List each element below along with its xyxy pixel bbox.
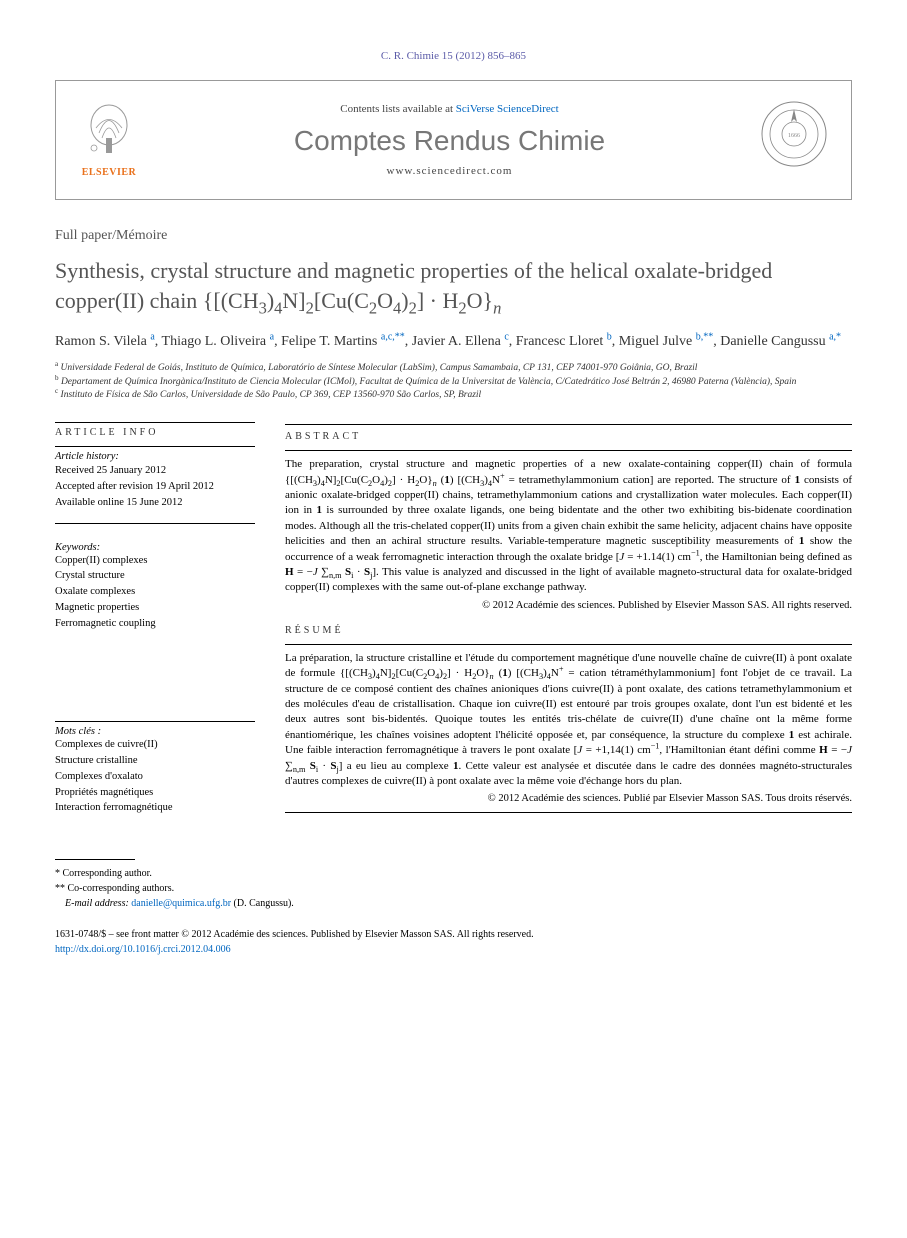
svg-text:1666: 1666 [788,133,800,139]
affiliation-a: a Universidade Federal de Goiás, Institu… [55,362,852,375]
keyword-en: Oxalate complexes [55,584,255,600]
keyword-fr: Complexes d'oxalato [55,769,255,785]
keyword-en: Ferromagnetic coupling [55,616,255,632]
keyword-en: Magnetic properties [55,600,255,616]
issn-copyright-line: 1631-0748/$ – see front matter © 2012 Ac… [55,927,852,942]
elsevier-tree-icon [74,103,144,165]
footnotes: * Corresponding author. ** Co-correspond… [55,859,852,911]
contents-prefix: Contents lists available at [340,103,455,115]
keyword-fr: Propriétés magnétiques [55,785,255,801]
keyword-fr: Complexes de cuivre(II) [55,737,255,753]
email-link[interactable]: danielle@quimica.ufg.br [131,898,231,909]
affiliations: a Universidade Federal de Goiás, Institu… [55,362,852,402]
citation-line: C. R. Chimie 15 (2012) 856–865 [55,50,852,62]
keyword-fr: Structure cristalline [55,753,255,769]
abstract-copyright: © 2012 Académie des sciences. Published … [285,600,852,611]
resume-copyright: © 2012 Académie des sciences. Publié par… [285,793,852,804]
abstract-heading: ABSTRACT [285,431,852,442]
history-online: Available online 15 June 2012 [55,495,255,511]
elsevier-logo: ELSEVIER [74,103,144,178]
email-label: E-mail address: [65,898,131,909]
sciencedirect-link[interactable]: SciVerse ScienceDirect [456,103,559,115]
keywords-label-en: Keywords: [55,542,255,553]
history-accepted: Accepted after revision 19 April 2012 [55,479,255,495]
email-line: E-mail address: danielle@quimica.ufg.br … [55,896,852,911]
doi-link[interactable]: http://dx.doi.org/10.1016/j.crci.2012.04… [55,944,231,955]
co-corresponding-note: ** Co-corresponding authors. [55,881,852,896]
resume-text: La préparation, la structure cristalline… [285,651,852,790]
academy-seal-icon: 1666 [755,99,833,181]
article-info-column: ARTICLE INFO Article history: Received 2… [55,418,255,819]
keywords-label-fr: Mots clés : [55,726,255,737]
resume-heading: RÉSUMÉ [285,625,852,636]
abstract-column: ABSTRACT The preparation, crystal struct… [285,418,852,819]
corresponding-author-note: * Corresponding author. [55,866,852,881]
article-info-heading: ARTICLE INFO [55,427,255,438]
elsevier-text: ELSEVIER [74,167,144,178]
article-type: Full paper/Mémoire [55,228,852,244]
history-label: Article history: [55,451,255,462]
sciencedirect-url: www.sciencedirect.com [144,165,755,177]
journal-name: Comptes Rendus Chimie [144,125,755,157]
affiliation-b: b Departament de Química Inorgànica/Inst… [55,376,852,389]
affiliation-c: c Instituto de Física de São Carlos, Uni… [55,389,852,402]
journal-header: ELSEVIER Contents lists available at Sci… [55,80,852,200]
author-list: Ramon S. Vilela a, Thiago L. Oliveira a,… [55,331,852,352]
abstract-text: The preparation, crystal structure and m… [285,457,852,596]
footer: 1631-0748/$ – see front matter © 2012 Ac… [55,927,852,957]
keyword-en: Copper(II) complexes [55,553,255,569]
history-received: Received 25 January 2012 [55,463,255,479]
email-person: (D. Cangussu). [231,898,294,909]
keyword-en: Crystal structure [55,568,255,584]
keyword-fr: Interaction ferromagnétique [55,800,255,816]
article-title: Synthesis, crystal structure and magneti… [55,256,852,315]
contents-available-line: Contents lists available at SciVerse Sci… [144,103,755,115]
